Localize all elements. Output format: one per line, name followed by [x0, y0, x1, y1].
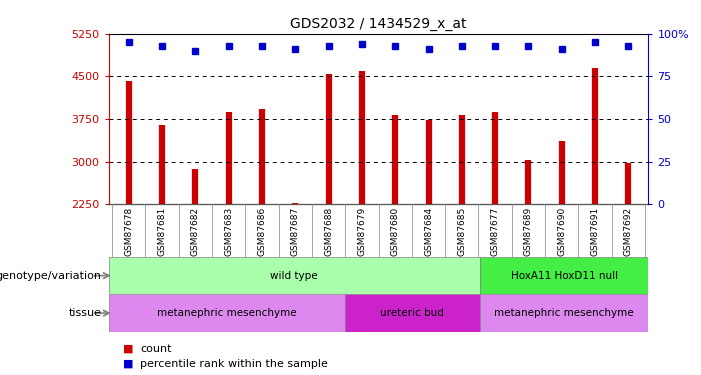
Text: ■: ■ [123, 344, 133, 354]
Text: GSM87681: GSM87681 [158, 207, 166, 256]
Text: GSM87682: GSM87682 [191, 207, 200, 256]
Text: GSM87683: GSM87683 [224, 207, 233, 256]
Text: metanephric mesenchyme: metanephric mesenchyme [157, 308, 297, 318]
Text: wild type: wild type [271, 271, 318, 280]
Text: GSM87692: GSM87692 [624, 207, 633, 256]
Text: GSM87684: GSM87684 [424, 207, 433, 256]
Title: GDS2032 / 1434529_x_at: GDS2032 / 1434529_x_at [290, 17, 467, 32]
Text: metanephric mesenchyme: metanephric mesenchyme [494, 308, 634, 318]
Text: GSM87680: GSM87680 [390, 207, 400, 256]
Bar [345, 294, 479, 332]
Text: ■: ■ [123, 359, 133, 369]
Text: GSM87677: GSM87677 [491, 207, 500, 256]
Bar [109, 294, 345, 332]
Text: GSM87691: GSM87691 [591, 207, 599, 256]
Text: GSM87685: GSM87685 [457, 207, 466, 256]
Bar [109, 257, 479, 294]
Text: GSM87688: GSM87688 [324, 207, 333, 256]
Text: GSM87678: GSM87678 [124, 207, 133, 256]
Text: GSM87689: GSM87689 [524, 207, 533, 256]
Text: genotype/variation: genotype/variation [0, 271, 102, 280]
Text: GSM87687: GSM87687 [291, 207, 300, 256]
Bar [479, 294, 648, 332]
Text: GSM87690: GSM87690 [557, 207, 566, 256]
Text: HoxA11 HoxD11 null: HoxA11 HoxD11 null [510, 271, 618, 280]
Text: count: count [140, 344, 172, 354]
Text: tissue: tissue [69, 308, 102, 318]
Text: GSM87686: GSM87686 [257, 207, 266, 256]
Text: ureteric bud: ureteric bud [381, 308, 444, 318]
Bar [479, 257, 648, 294]
Text: percentile rank within the sample: percentile rank within the sample [140, 359, 328, 369]
Text: GSM87679: GSM87679 [358, 207, 367, 256]
